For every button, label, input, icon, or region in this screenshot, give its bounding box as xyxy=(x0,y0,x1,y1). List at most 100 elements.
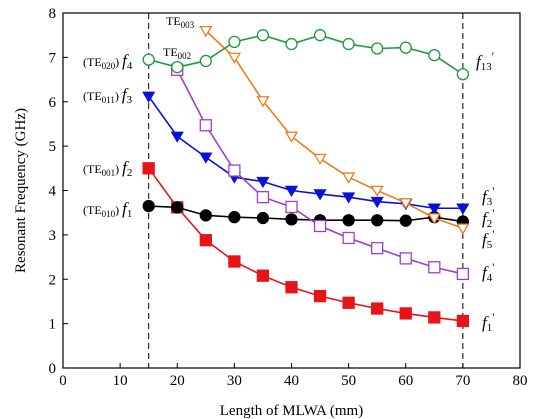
series-f3-point-5 xyxy=(284,185,299,198)
series-f4-point-1 xyxy=(199,119,212,132)
series-f5 xyxy=(199,25,470,235)
series-f2-point-7 xyxy=(342,214,355,227)
series-layer xyxy=(142,25,470,328)
series-f6-point-3 xyxy=(228,35,241,48)
series-f6-point-9 xyxy=(399,41,412,54)
series-f3-line xyxy=(148,95,463,210)
series-f6-point-4 xyxy=(256,29,270,42)
series-f3-point-6 xyxy=(313,189,327,201)
y-tick-label-8: 8 xyxy=(49,6,57,22)
series-f4-start-label: TE002 xyxy=(163,45,191,61)
y-tick-label-7: 7 xyxy=(49,50,57,66)
series-f3-point-4 xyxy=(256,176,270,189)
series-f3-point-8 xyxy=(370,196,384,209)
series-f4-line xyxy=(176,69,464,275)
series-f2-end-label: f4' xyxy=(482,260,494,284)
series-f6-point-10 xyxy=(428,49,441,62)
series-f3-point-11 xyxy=(456,203,470,215)
series-f2-point-5 xyxy=(285,213,298,226)
x-tick-label-5: 50 xyxy=(341,373,356,389)
series-f5-start-label: TE003 xyxy=(166,14,195,30)
y-axis: 0 1 2 3 4 5 6 7 8 xyxy=(49,6,68,377)
x-tick-label-7: 70 xyxy=(455,373,470,389)
series-f6-point-6 xyxy=(313,29,327,42)
series-f3-point-2 xyxy=(199,152,213,164)
y-tick-label-4: 4 xyxy=(49,184,57,200)
x-tick-label-3: 30 xyxy=(227,373,242,389)
series-f3-point-7 xyxy=(341,192,356,204)
series-f6-point-8 xyxy=(371,42,384,55)
series-f6-start-label: (TE020) f4 xyxy=(83,51,133,72)
series-f6-point-11 xyxy=(456,68,470,81)
series-f3-start-label: (TE011) f3 xyxy=(83,85,133,106)
series-f4-point-7 xyxy=(371,242,384,255)
series-f5-point-9 xyxy=(456,223,470,235)
y-tick-label-2: 2 xyxy=(49,272,57,288)
series-f1 xyxy=(142,162,470,328)
series-f1-point-8 xyxy=(371,302,384,315)
series-f1-point-0 xyxy=(142,162,155,175)
y-tick-label-5: 5 xyxy=(49,139,57,155)
x-tick-label-0: 0 xyxy=(59,373,67,389)
series-labels: (TE001) f2 f1' (TE010) f1 f4' (TE011) f3 f5' TE00… xyxy=(83,14,494,334)
x-tick-label-1: 10 xyxy=(113,373,128,389)
series-f5-point-1 xyxy=(227,52,242,64)
series-f5-point-7 xyxy=(399,198,413,210)
y-tick-label-6: 6 xyxy=(49,95,57,111)
series-f1-point-4 xyxy=(256,269,270,282)
series-f1-end-label: f1' xyxy=(482,310,494,334)
series-f5-point-0 xyxy=(199,25,213,38)
series-f4-end-label: f2' xyxy=(482,206,494,230)
series-f5-point-4 xyxy=(313,153,327,166)
series-f2-point-9 xyxy=(399,214,412,227)
series-f4-point-9 xyxy=(428,261,441,274)
series-f1-point-7 xyxy=(342,296,355,309)
series-f1-point-3 xyxy=(228,255,241,268)
x-tick-label-8: 80 xyxy=(513,373,528,389)
series-f2-point-0 xyxy=(142,199,155,213)
series-f1-point-6 xyxy=(313,289,327,303)
series-f5-point-3 xyxy=(284,131,299,143)
x-axis: 0 10 20 30 40 50 60 70 80 xyxy=(59,363,528,389)
series-f6-point-1 xyxy=(171,60,184,74)
series-f5-end-label: f3' xyxy=(482,184,494,208)
series-f6-end-label: f13' xyxy=(476,49,494,73)
series-f5-point-6 xyxy=(370,185,384,198)
series-f1-start-label: (TE001) f2 xyxy=(83,158,132,179)
y-tick-label-1: 1 xyxy=(49,317,57,333)
series-f3-point-0 xyxy=(142,91,156,103)
series-f1-point-5 xyxy=(285,281,298,294)
y-tick-label-3: 3 xyxy=(49,228,57,244)
series-f2-start-label: (TE010) f1 xyxy=(83,199,132,220)
series-f4-point-6 xyxy=(342,231,355,245)
series-f5-point-2 xyxy=(256,96,270,108)
y-tick-label-0: 0 xyxy=(49,361,57,377)
series-f6-point-2 xyxy=(199,54,212,68)
series-f4-point-10 xyxy=(456,267,470,281)
series-f3-point-1 xyxy=(170,131,184,143)
series-f5-point-5 xyxy=(341,172,356,184)
x-tick-label-2: 20 xyxy=(170,373,185,389)
series-f2-point-4 xyxy=(256,211,270,225)
series-f6 xyxy=(142,29,470,81)
x-tick-label-4: 40 xyxy=(284,373,299,389)
series-f4-point-8 xyxy=(399,252,412,265)
series-f2-point-1 xyxy=(171,201,184,214)
series-f4-point-3 xyxy=(256,191,270,204)
series-f3-end-label: f5' xyxy=(482,227,494,251)
series-f1-point-2 xyxy=(199,234,212,247)
series-f1-line xyxy=(148,167,463,322)
series-f5-line xyxy=(205,30,464,229)
series-f2-point-8 xyxy=(371,214,384,227)
series-f6-line xyxy=(148,34,464,75)
series-f6-point-5 xyxy=(285,37,298,51)
series-f4 xyxy=(171,63,470,281)
series-f6-point-0 xyxy=(142,53,155,66)
series-f3 xyxy=(142,91,470,215)
x-tick-label-6: 60 xyxy=(398,373,413,389)
y-axis-label: Resonant Frequency (GHz) xyxy=(13,108,29,273)
series-f2-point-2 xyxy=(199,209,212,222)
reference-lines xyxy=(148,13,464,368)
series-f3-point-10 xyxy=(427,203,441,215)
